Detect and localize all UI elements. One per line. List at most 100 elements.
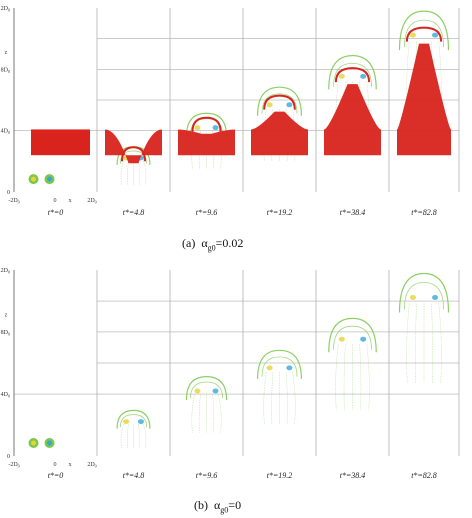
vortex-core-right [137, 419, 144, 425]
vortex-core-left [266, 102, 273, 108]
caption-a-sub: g0 [207, 243, 216, 253]
time-label: t*=38.4 [340, 208, 366, 217]
caption-a-var: α [201, 236, 208, 250]
vortex-wake [143, 160, 147, 185]
vortex-core-left [338, 73, 345, 79]
vortex-cap [328, 317, 377, 353]
vortex-ring [257, 349, 302, 425]
y-tick-label: 4D0 [1, 392, 10, 399]
y-tick-label: 4D0 [1, 129, 10, 136]
time-label: t*=82.8 [411, 471, 437, 480]
y-tick-label: 0 [7, 190, 10, 196]
caption-b-sub: g0 [220, 505, 229, 515]
vortex-wake [335, 344, 339, 411]
time-label: t*=9.6 [196, 471, 218, 480]
panel-a: 0 4D0 8D0 12D0 z -2D0 0 x 2D0 t*=0 t*=4.8 t*=9.6 t*=… [0, 6, 460, 217]
vortex-core-right [286, 102, 293, 108]
vortex-ring [28, 174, 55, 185]
x-tick-label: 2D0 [87, 198, 96, 205]
x-tick-label: 0 [54, 198, 57, 204]
particle-stem [397, 43, 451, 156]
vortex-cap [185, 376, 228, 401]
vortex-wake [431, 303, 433, 384]
vortex-ring [116, 409, 151, 449]
vortex-core-left [194, 125, 201, 131]
vortex-wake [415, 303, 417, 384]
vortex-wake [406, 303, 410, 384]
particle-cloud [105, 129, 162, 164]
vortex-core-right [212, 388, 219, 394]
vortex-wake [359, 344, 362, 411]
vortex-wake [143, 424, 147, 449]
vortex-core-right [360, 73, 367, 79]
y-axis-label: z [5, 313, 8, 319]
vortex-core-center [47, 440, 52, 446]
vortex-core-right [360, 336, 367, 342]
y-axis-label: z [5, 50, 8, 56]
y-tick-label: 12D0 [0, 6, 10, 13]
caption-b-label: (b) [194, 498, 208, 512]
vortex-wake [285, 372, 288, 425]
particle-cloud [251, 94, 308, 156]
vortex-cap-inner [404, 19, 444, 48]
vortex-ring [28, 437, 55, 448]
time-label: t*=19.2 [267, 471, 293, 480]
particle-cap [334, 67, 371, 83]
vortex-cap-inner [404, 282, 444, 310]
vortex-wake [292, 372, 296, 425]
caption-b-value: =0 [228, 498, 242, 512]
y-tick-label: 12D0 [0, 268, 10, 275]
particle-cap [121, 146, 146, 162]
x-tick-label: 0 [54, 462, 57, 468]
y-tick-label: 8D0 [1, 67, 10, 74]
vortex-wake [366, 344, 370, 411]
vortex-wake [218, 394, 222, 433]
vortex-wake [120, 424, 124, 449]
x-tick-label: x [69, 462, 72, 468]
vortex-wake [126, 424, 129, 449]
x-tick-label: 2D0 [87, 462, 96, 469]
time-label: t*=19.2 [267, 208, 293, 217]
caption-a-value: =0.02 [215, 236, 244, 250]
time-label: t*=4.8 [123, 471, 145, 480]
x-tick-label: -2D0 [8, 198, 19, 205]
vortex-core-center [47, 176, 52, 182]
vortex-cap-inner [261, 93, 298, 114]
time-label: t*=82.8 [411, 208, 437, 217]
vortex-core-right [432, 32, 439, 38]
caption-a: (a) αg0=0.02 [182, 236, 243, 252]
y-tick-label: 8D0 [1, 330, 10, 337]
vortex-ring [328, 317, 377, 411]
time-label: t*=0 [48, 208, 64, 217]
vortex-wake [271, 372, 274, 425]
particle-cloud [397, 26, 451, 156]
particle-stem [105, 129, 162, 164]
vortex-ring [185, 376, 228, 433]
vortex-core-right [212, 125, 219, 131]
vortex-core-left [409, 32, 416, 38]
vortex-cap-inner [119, 414, 148, 428]
panel-b: 0 4D0 8D0 12D0 z -2D0 0 x 2D0 t*=0 t*=4.8 t*=9.6 t*=… [0, 268, 460, 480]
vortex-core-left [338, 336, 345, 342]
vortex-core-right [432, 294, 439, 300]
vortex-cap [185, 112, 228, 137]
vortex-core-center [31, 440, 36, 446]
vortex-core-left [123, 419, 130, 425]
x-tick-label: x [69, 198, 72, 204]
vortex-wake [198, 394, 201, 433]
time-label: t*=4.8 [123, 208, 145, 217]
particle-cap [405, 26, 443, 42]
particle-stem [251, 111, 308, 156]
vortex-cap-inner [261, 356, 298, 377]
vortex-cap [328, 54, 377, 90]
vortex-wake [212, 394, 215, 433]
particle-stem [178, 129, 235, 156]
vortex-core-left [409, 294, 416, 300]
vortex-cap [398, 10, 450, 51]
vortex-cap [257, 349, 302, 379]
particle-stem [324, 84, 381, 156]
time-label: t*=9.6 [196, 208, 218, 217]
vortex-cap-inner [333, 325, 372, 350]
particle-cloud [324, 67, 381, 156]
